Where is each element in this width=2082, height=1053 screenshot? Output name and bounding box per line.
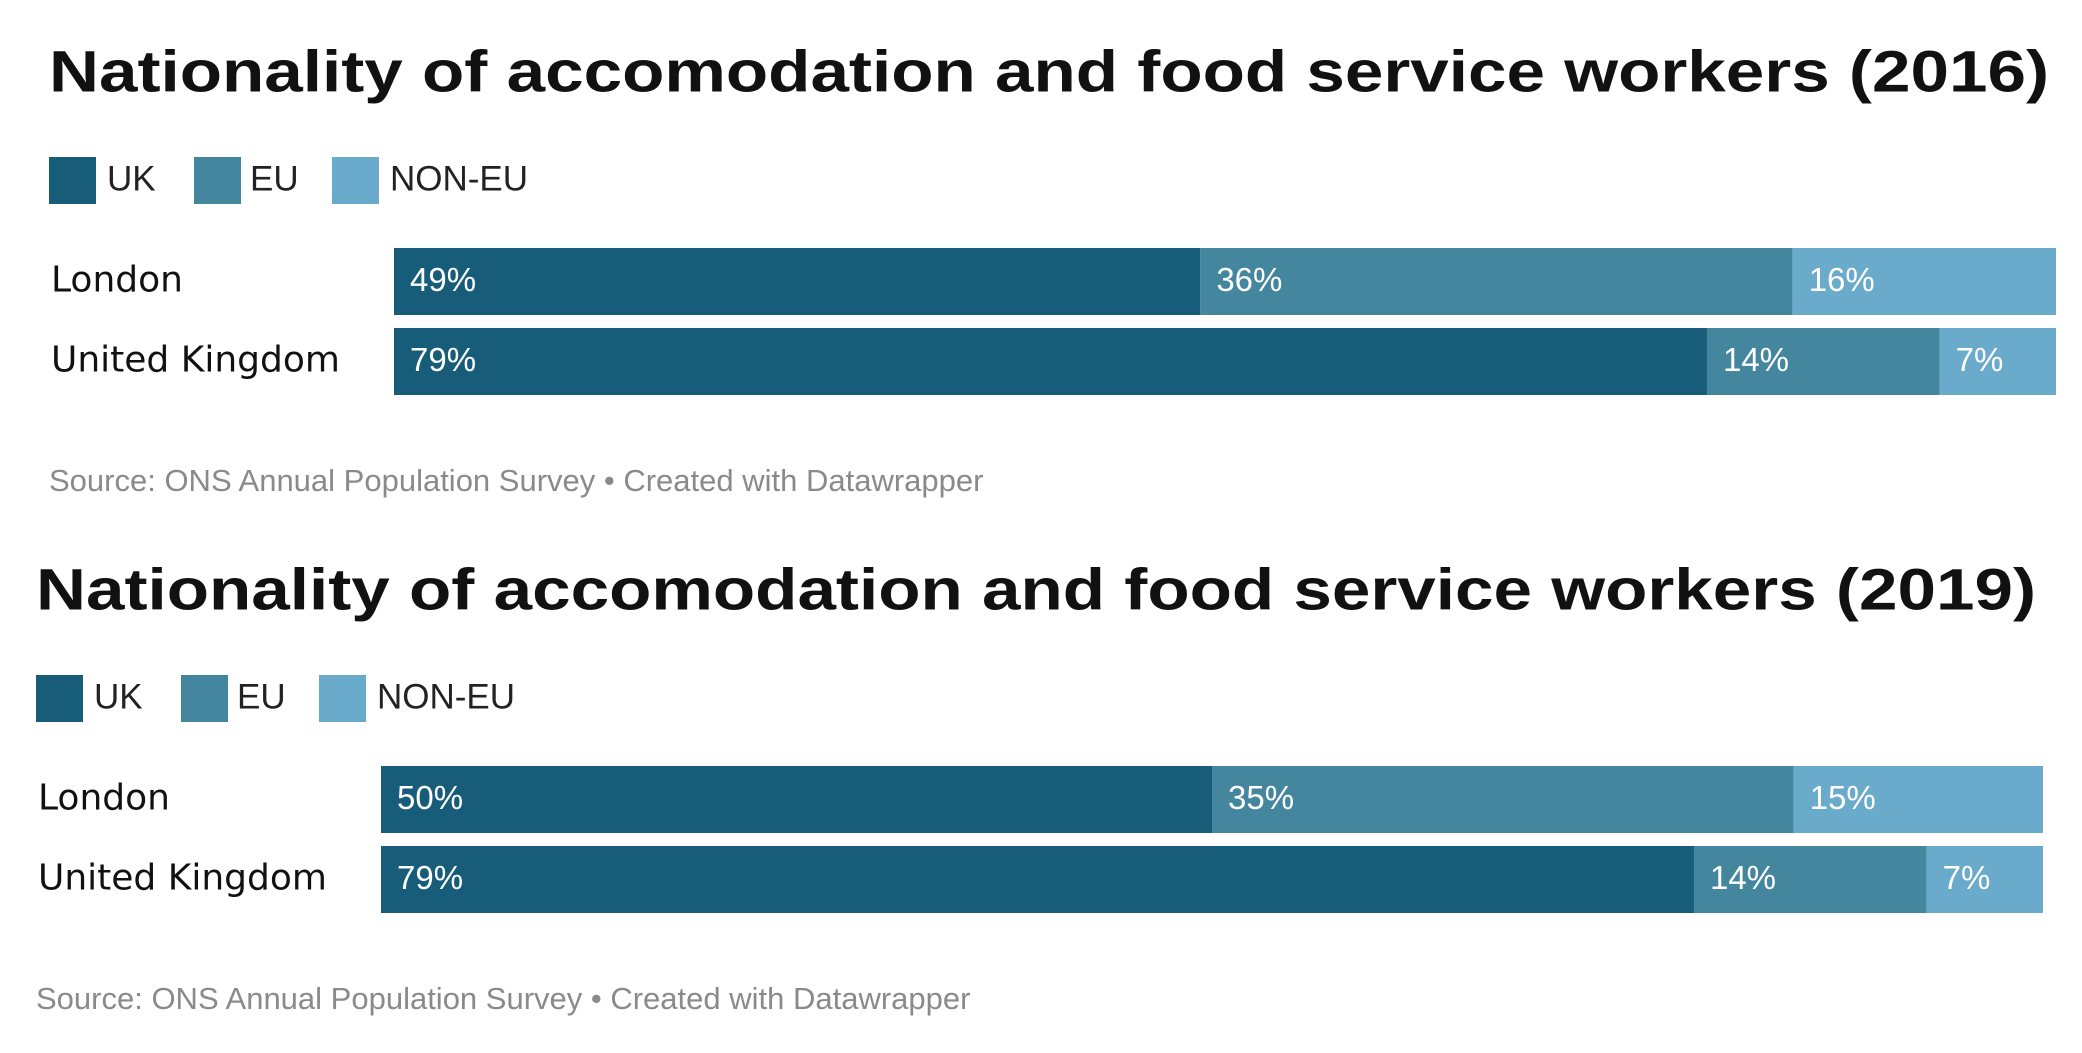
value-label: 15% bbox=[1810, 779, 1876, 816]
source: Source: ONS Annual Population Survey • C… bbox=[49, 463, 983, 498]
legend-swatch bbox=[49, 157, 96, 204]
legend-label: NON-EU bbox=[390, 159, 528, 198]
bar-segment bbox=[1792, 248, 2056, 315]
bar-segment bbox=[1200, 248, 1793, 315]
legend-swatch bbox=[181, 675, 228, 722]
value-label: 49% bbox=[410, 261, 476, 298]
category-label: London bbox=[38, 778, 170, 819]
legend-label: EU bbox=[250, 159, 299, 198]
bar-segment bbox=[1926, 846, 2043, 913]
value-label: 35% bbox=[1228, 779, 1294, 816]
value-label: 14% bbox=[1710, 859, 1776, 896]
bar-segment bbox=[1793, 766, 2043, 833]
chart: Nationality of accomodation and food ser… bbox=[49, 39, 2056, 498]
legend-label: UK bbox=[107, 159, 156, 198]
value-label: 79% bbox=[397, 859, 463, 896]
bar-segment bbox=[381, 846, 1694, 913]
value-label: 50% bbox=[397, 779, 463, 816]
legend-swatch bbox=[36, 675, 83, 722]
value-label: 7% bbox=[1943, 859, 1991, 896]
legend-swatch bbox=[332, 157, 379, 204]
value-label: 7% bbox=[1956, 341, 2004, 378]
chart: Nationality of accomodation and food ser… bbox=[36, 557, 2043, 1016]
value-label: 79% bbox=[410, 341, 476, 378]
bar-segment bbox=[1706, 328, 1940, 395]
bar-segment bbox=[381, 766, 1212, 833]
source: Source: ONS Annual Population Survey • C… bbox=[36, 981, 970, 1016]
bar-segment bbox=[1693, 846, 1927, 913]
category-label: London bbox=[51, 260, 183, 301]
category-label: United Kingdom bbox=[51, 340, 340, 381]
bar-segment bbox=[394, 328, 1707, 395]
legend-swatch bbox=[319, 675, 366, 722]
legend-label: NON-EU bbox=[377, 677, 515, 716]
legend-label: EU bbox=[237, 677, 286, 716]
category-label: United Kingdom bbox=[38, 858, 327, 899]
value-label: 14% bbox=[1723, 341, 1789, 378]
value-label: 16% bbox=[1809, 261, 1875, 298]
bar-segment bbox=[1212, 766, 1794, 833]
bar-segment bbox=[394, 248, 1201, 315]
chart-title: Nationality of accomodation and food ser… bbox=[49, 39, 2049, 104]
bar-segment bbox=[1939, 328, 2056, 395]
legend-swatch bbox=[194, 157, 241, 204]
chart-title: Nationality of accomodation and food ser… bbox=[36, 557, 2036, 622]
value-label: 36% bbox=[1216, 261, 1282, 298]
legend-label: UK bbox=[94, 677, 143, 716]
